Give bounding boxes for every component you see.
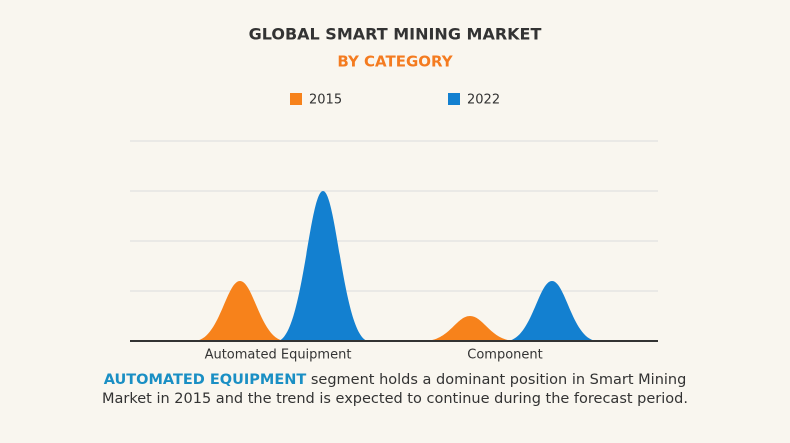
peak [277, 191, 369, 341]
footnote: AUTOMATED EQUIPMENT segment holds a domi… [95, 371, 695, 409]
chart-title: GLOBAL SMART MINING MARKET [249, 25, 542, 44]
legend-label: 2022 [467, 93, 500, 108]
peak [506, 281, 598, 341]
chart-subtitle: BY CATEGORY [337, 53, 453, 71]
legend-swatch [448, 93, 460, 105]
footnote-text: segment holds a dominant position in Sma… [102, 372, 688, 407]
peak [194, 281, 286, 341]
peak [424, 316, 516, 341]
x-tick-label: Component [467, 348, 542, 363]
legend-label: 2015 [309, 93, 342, 108]
footnote-highlight: AUTOMATED EQUIPMENT [103, 372, 307, 388]
x-tick-label: Automated Equipment [205, 348, 352, 363]
chart: GLOBAL SMART MINING MARKET BY CATEGORY 2… [130, 25, 658, 363]
legend-swatch [290, 93, 302, 105]
